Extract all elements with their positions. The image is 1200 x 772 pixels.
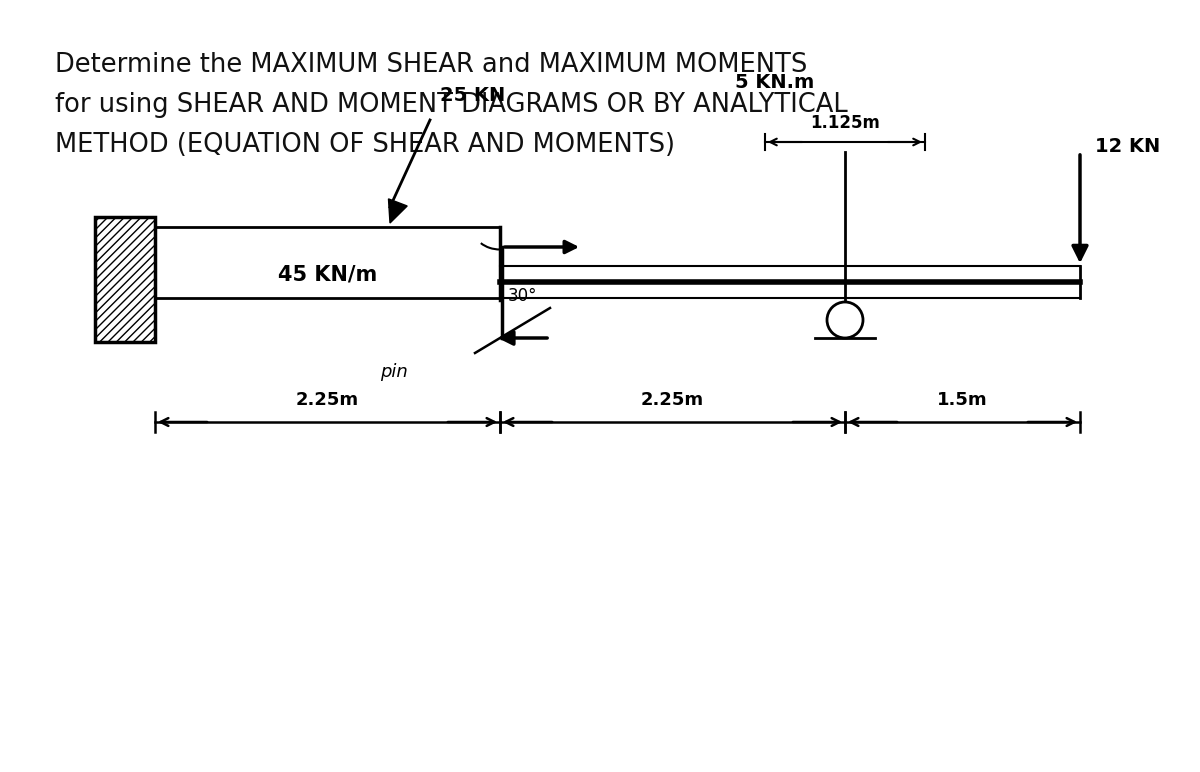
Text: 2.25m: 2.25m: [296, 391, 359, 409]
Text: 25 KN: 25 KN: [440, 86, 505, 105]
Bar: [155, 227, 500, 298]
Text: METHOD (EQUATION OF SHEAR AND MOMENTS): METHOD (EQUATION OF SHEAR AND MOMENTS): [55, 132, 674, 158]
Text: for using SHEAR AND MOMENT DIAGRAMS OR BY ANALYTICAL: for using SHEAR AND MOMENT DIAGRAMS OR B…: [55, 92, 847, 118]
Text: pin: pin: [380, 363, 408, 381]
Text: 1.5m: 1.5m: [937, 391, 988, 409]
Text: 45 KN/m: 45 KN/m: [278, 264, 377, 284]
Text: 5 KN.m: 5 KN.m: [734, 73, 815, 92]
Polygon shape: [389, 199, 407, 223]
Bar: [95, 217, 155, 342]
Bar: [95, 217, 155, 342]
Text: Determine the MAXIMUM SHEAR and MAXIMUM MOMENTS: Determine the MAXIMUM SHEAR and MAXIMUM …: [55, 52, 808, 78]
Text: 12 KN: 12 KN: [1096, 137, 1160, 157]
Circle shape: [827, 302, 863, 338]
Text: 2.25m: 2.25m: [641, 391, 704, 409]
Text: 30°: 30°: [508, 287, 538, 305]
Text: 1.125m: 1.125m: [810, 114, 880, 132]
